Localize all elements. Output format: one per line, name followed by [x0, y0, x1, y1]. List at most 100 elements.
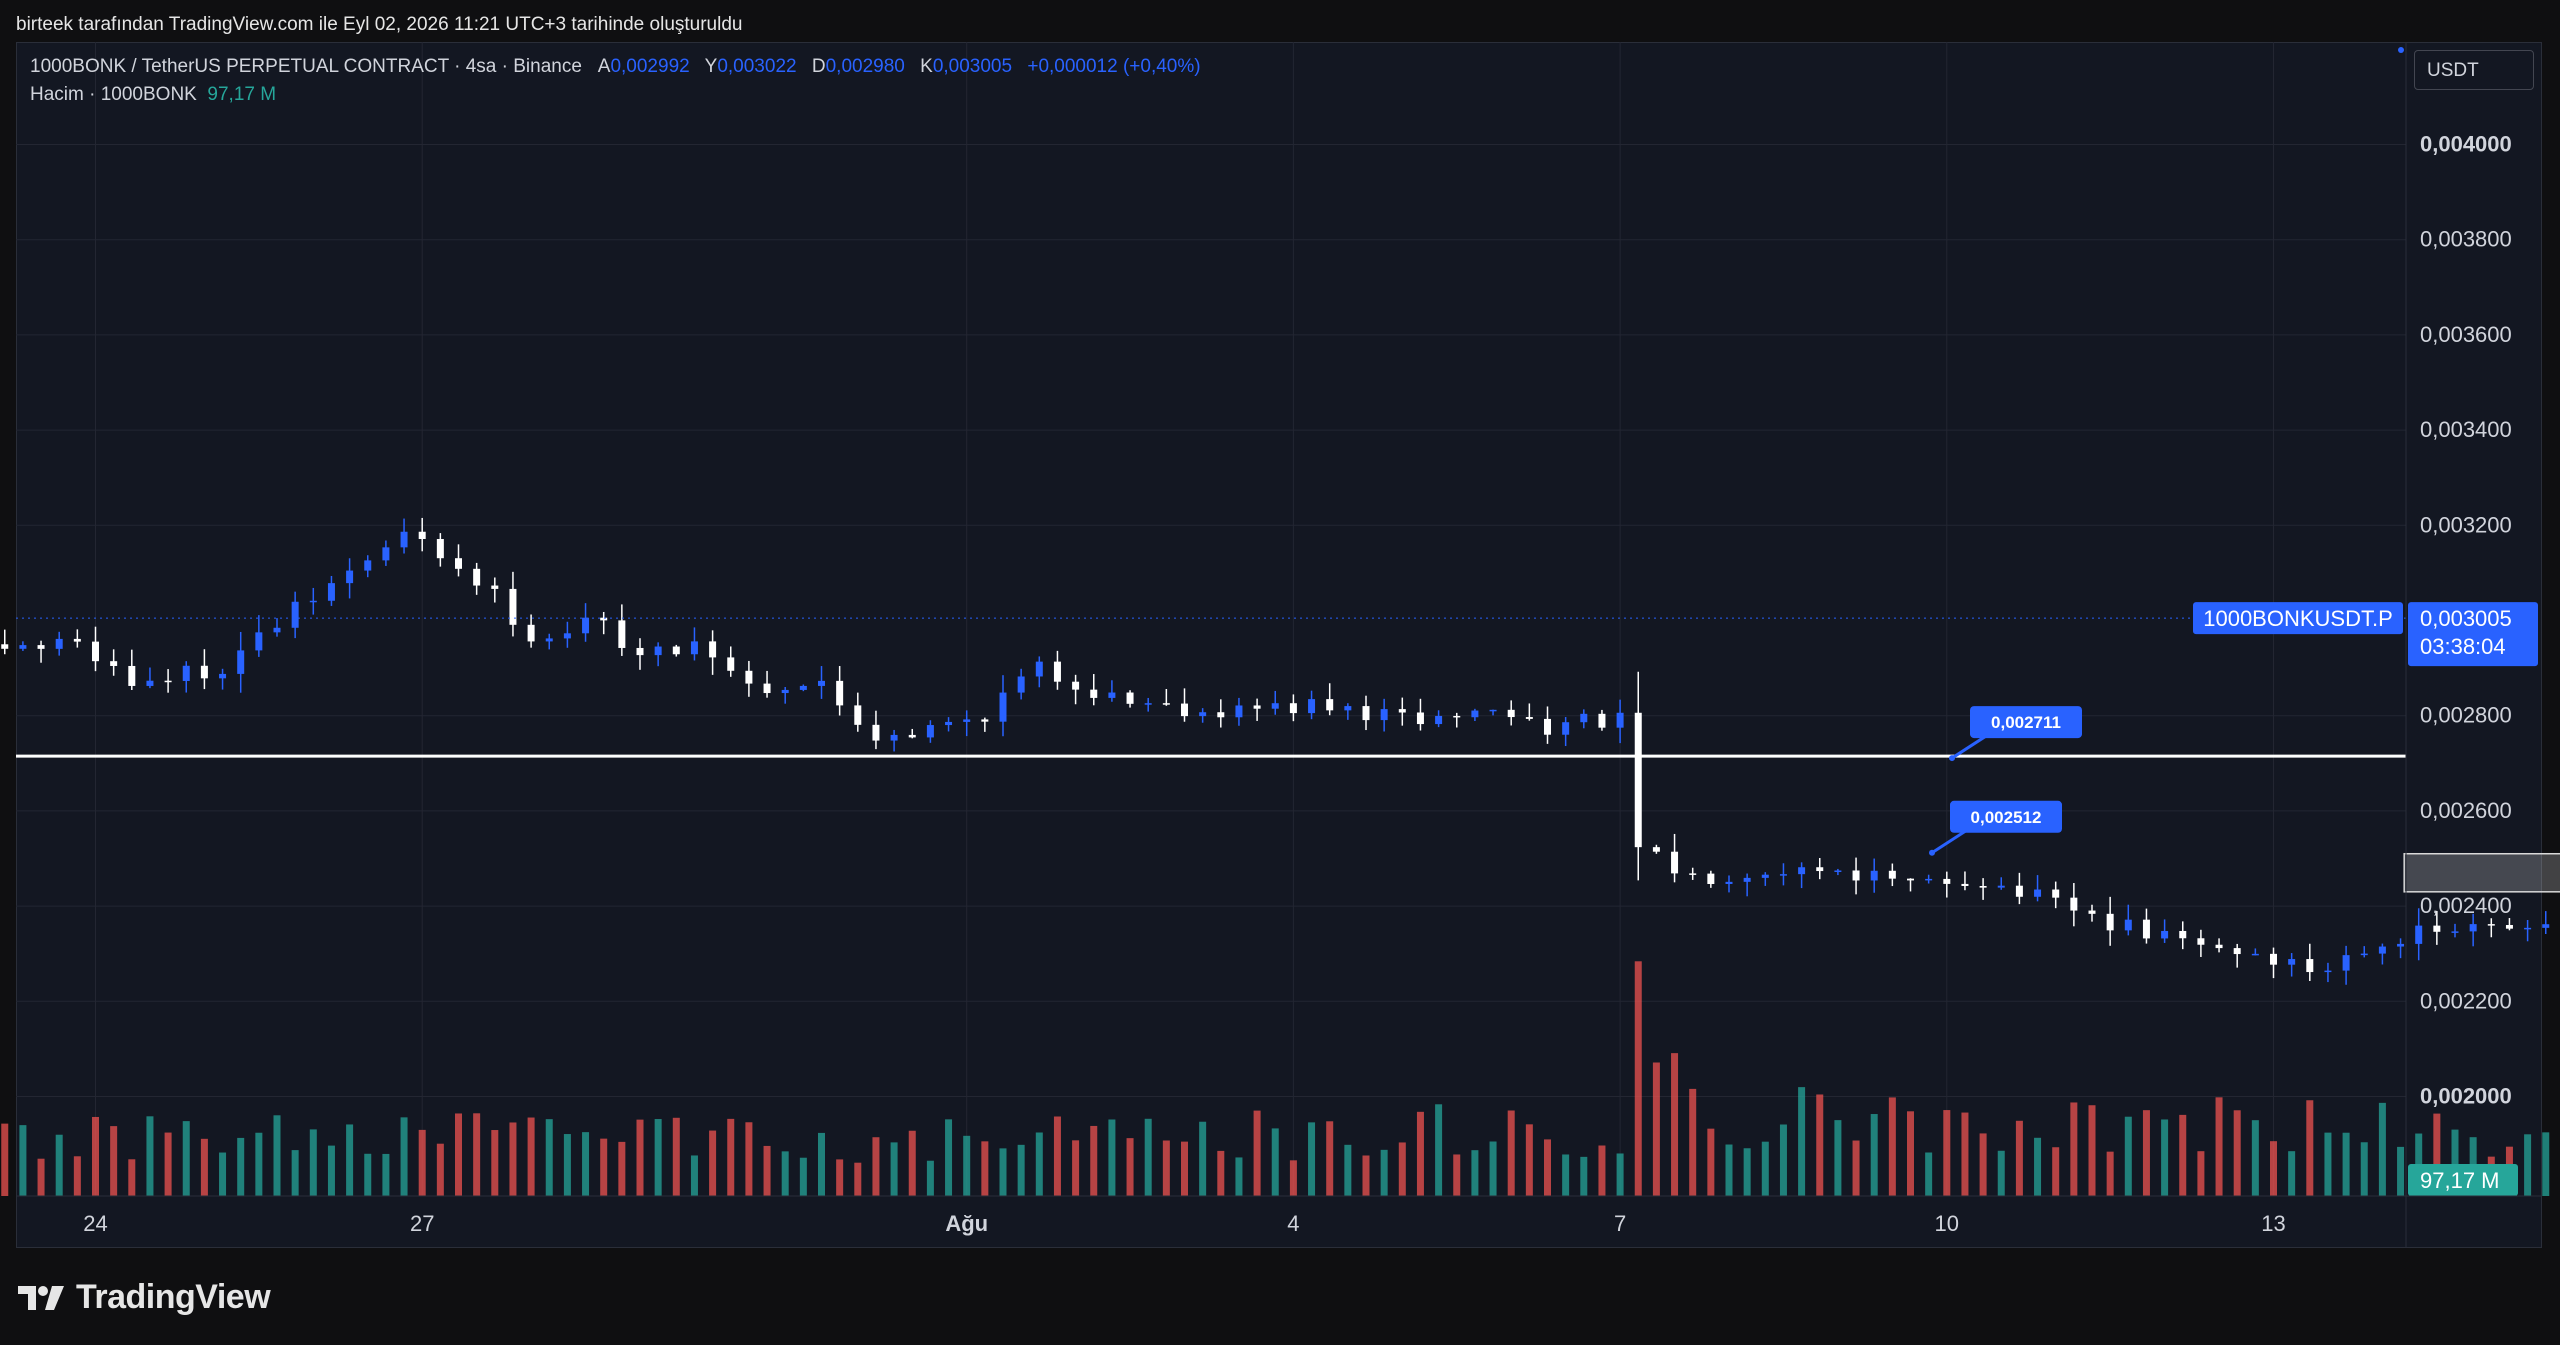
- candle-body: [2034, 889, 2042, 897]
- volume-bar: [2015, 1120, 2023, 1196]
- candle-body: [1888, 870, 1896, 879]
- volume-bar: [1271, 1128, 1279, 1196]
- candle-body: [1852, 870, 1860, 881]
- candle-body: [999, 692, 1007, 722]
- volume-label: Hacim · 1000BONK: [30, 84, 197, 105]
- candle-body: [836, 680, 844, 706]
- volume-bar: [382, 1153, 390, 1196]
- candle-body: [963, 719, 971, 722]
- volume-bar: [1453, 1154, 1461, 1196]
- volume-bar: [1017, 1144, 1025, 1196]
- candle-body: [2324, 970, 2332, 973]
- x-tick-label: 27: [410, 1211, 434, 1236]
- candle-body: [582, 617, 590, 634]
- candle-body: [2270, 953, 2277, 965]
- tradingview-logo[interactable]: TradingView: [18, 1278, 271, 1317]
- candle-body: [763, 683, 771, 694]
- volume-bar: [1126, 1138, 1134, 1196]
- volume-legend: Hacim · 1000BONK 97,17 M: [30, 84, 276, 106]
- callout-label: 0,002512: [1971, 808, 2042, 827]
- volume-bar: [1671, 1053, 1679, 1196]
- candle-body: [1235, 705, 1243, 718]
- y-tick-label: 0,004000: [2420, 132, 2512, 157]
- volume-bar: [981, 1141, 989, 1196]
- volume-bar: [19, 1125, 27, 1196]
- volume-bar: [2324, 1132, 2332, 1196]
- candle-body: [1634, 712, 1642, 848]
- volume-bar: [2052, 1147, 2060, 1196]
- candle-body: [1326, 699, 1334, 711]
- candle-body: [1707, 873, 1715, 884]
- candle-body: [2487, 924, 2495, 926]
- volume-bar: [55, 1134, 63, 1196]
- candle-body: [1471, 710, 1479, 718]
- volume-bar: [2161, 1119, 2169, 1196]
- candle-body: [2306, 959, 2314, 973]
- candle-body: [1907, 878, 1914, 881]
- candle-body: [1689, 873, 1697, 875]
- volume-bar: [2106, 1151, 2114, 1196]
- candle-body: [890, 734, 898, 741]
- x-tick-label: Ağu: [945, 1211, 988, 1236]
- candle-body: [1144, 703, 1152, 705]
- callout-pointer: [1951, 734, 1987, 760]
- callout-anchor: [1929, 849, 1935, 856]
- candle-body: [2088, 910, 2096, 914]
- callout-anchor: [1949, 755, 1955, 762]
- candle-body: [618, 620, 626, 648]
- volume-bar: [273, 1115, 281, 1196]
- drawings: [16, 754, 2560, 893]
- open-label: A: [597, 56, 611, 77]
- candle-body: [654, 646, 662, 656]
- volume-bar: [999, 1148, 1007, 1196]
- change-value: +0,000012 (+0,40%): [1027, 56, 1201, 77]
- volume-bar: [1090, 1125, 1098, 1196]
- candle-body: [55, 638, 63, 649]
- volume-bar: [1181, 1141, 1188, 1196]
- chart-frame[interactable]: [16, 42, 2542, 1248]
- volume-bar: [1144, 1118, 1152, 1196]
- close-value: 0,003005: [932, 56, 1013, 77]
- high-value: 0,003022: [717, 56, 797, 77]
- volume-bar: [527, 1117, 535, 1196]
- volume-bar: [291, 1150, 299, 1196]
- candle-body: [110, 661, 118, 666]
- volume-bar: [618, 1141, 626, 1196]
- candle-body: [491, 585, 499, 589]
- volume-bar: [455, 1113, 462, 1196]
- candle-body: [309, 600, 317, 603]
- y-tick-label: 0,002200: [2420, 988, 2512, 1013]
- callout-pointer: [1931, 829, 1967, 855]
- candle-body: [200, 665, 208, 679]
- volume-bar: [2270, 1141, 2277, 1196]
- candle-body: [364, 560, 372, 571]
- candle-body: [1289, 703, 1297, 714]
- volume-bar: [418, 1129, 426, 1196]
- volume-bar: [872, 1137, 880, 1196]
- volume-bar: [1943, 1110, 1951, 1196]
- close-label: K: [920, 56, 933, 77]
- volume-bar: [2215, 1097, 2223, 1196]
- candle-body: [799, 685, 807, 690]
- volume-bar: [2251, 1120, 2259, 1196]
- grid: [16, 42, 2406, 1196]
- candle-body: [1271, 703, 1279, 709]
- low-value: 0,002980: [825, 56, 905, 77]
- candle-body: [455, 558, 462, 569]
- candle-body: [1162, 703, 1170, 705]
- y-tick-label: 0,003200: [2420, 512, 2512, 537]
- volume-bar: [1471, 1150, 1479, 1196]
- volume-bar: [1362, 1155, 1370, 1196]
- volume-bar: [1580, 1156, 1588, 1196]
- currency-button[interactable]: USDT: [2414, 50, 2534, 90]
- logo-text: TradingView: [76, 1278, 271, 1316]
- volume-bar: [2233, 1110, 2241, 1196]
- candle-body: [1798, 867, 1806, 875]
- candle-body: [1725, 881, 1733, 884]
- candle-body: [1489, 709, 1497, 712]
- candle-body: [563, 633, 571, 639]
- candle-body: [436, 539, 444, 559]
- volume-bar: [182, 1121, 190, 1196]
- volume-bar: [1489, 1141, 1497, 1196]
